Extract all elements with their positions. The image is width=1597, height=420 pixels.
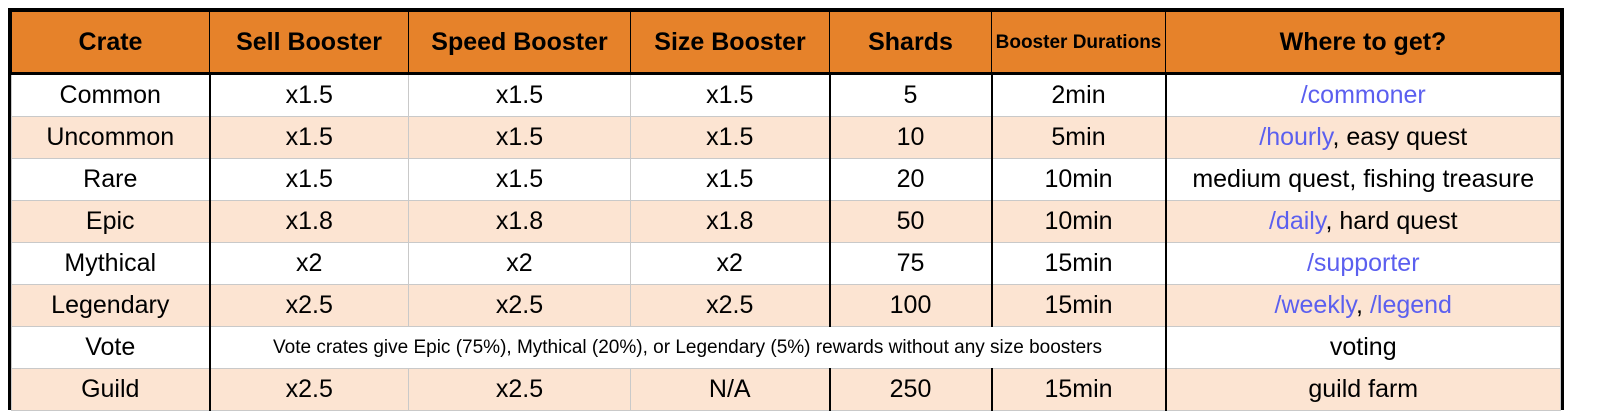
vote-note-cell: Vote crates give Epic (75%), Mythical (2…	[209, 326, 1167, 369]
where-to-get-cell: /daily, hard quest	[1165, 200, 1561, 243]
duration-cell: 2min	[991, 73, 1167, 117]
shards-cell: 100	[829, 284, 993, 327]
crate-name-cell: Common	[11, 73, 211, 117]
command-link[interactable]: /daily	[1268, 207, 1326, 235]
crate-name-cell: Mythical	[11, 242, 211, 285]
header-where-to-get: Where to get?	[1165, 11, 1561, 75]
where-to-get-cell: guild farm	[1165, 368, 1561, 411]
header-booster-durations: Booster Durations	[991, 11, 1166, 75]
sell-booster-cell: x2.5	[209, 284, 409, 327]
duration-cell: 5min	[991, 116, 1167, 159]
shards-cell: 250	[829, 368, 993, 411]
command-link[interactable]: /supporter	[1306, 249, 1420, 277]
table-row: Common x1.5 x1.5 x1.5 5 2min/commoner	[11, 73, 1561, 117]
crate-table: Crate Sell Booster Speed Booster Size Bo…	[11, 11, 1561, 411]
size-booster-cell: x1.8	[630, 200, 831, 243]
where-to-get-cell: medium quest, fishing treasure	[1165, 158, 1561, 201]
command-link[interactable]: /legend	[1369, 291, 1452, 319]
shards-cell: 5	[829, 73, 993, 117]
shards-cell: 20	[829, 158, 993, 201]
source-text: , easy quest	[1332, 123, 1468, 151]
table-row: Mythical x2 x2 x2 75 15min/supporter	[11, 242, 1561, 285]
command-link[interactable]: /weekly	[1274, 291, 1357, 319]
shards-cell: 10	[829, 116, 993, 159]
header-speed-booster: Speed Booster	[408, 11, 631, 75]
source-text: ,	[1356, 291, 1370, 319]
sell-booster-cell: x1.5	[209, 158, 409, 201]
header-size-booster: Size Booster	[630, 11, 830, 75]
shards-cell: 50	[829, 200, 993, 243]
header-row: Crate Sell Booster Speed Booster Size Bo…	[11, 11, 1561, 75]
duration-cell: 15min	[991, 284, 1167, 327]
speed-booster-cell: x2.5	[408, 284, 631, 327]
source-text: voting	[1329, 333, 1397, 361]
table-row: Vote Vote crates give Epic (75%), Mythica…	[11, 326, 1561, 369]
crate-name-cell: Guild	[11, 368, 211, 411]
speed-booster-cell: x2.5	[408, 368, 631, 411]
speed-booster-cell: x2	[408, 242, 631, 285]
table-row: Epic x1.8 x1.8 x1.8 50 10min/daily, hard ques…	[11, 200, 1561, 243]
command-link[interactable]: /hourly	[1259, 123, 1333, 151]
table-row: Uncommon x1.5 x1.5 x1.5 10 5min/hourly, easy …	[11, 116, 1561, 159]
table-row: Legendary x2.5 x2.5 x2.5 100 15min/weekly, /l…	[11, 284, 1561, 327]
crate-name-cell: Legendary	[11, 284, 211, 327]
speed-booster-cell: x1.5	[408, 116, 631, 159]
source-text: , hard quest	[1325, 207, 1458, 235]
where-to-get-cell: /supporter	[1165, 242, 1561, 285]
duration-cell: 15min	[991, 242, 1167, 285]
crate-name-cell: Epic	[11, 200, 211, 243]
speed-booster-cell: x1.5	[408, 73, 631, 117]
shards-cell: 75	[829, 242, 993, 285]
table-body: Common x1.5 x1.5 x1.5 5 2min/commoner Uncommon…	[11, 73, 1561, 411]
speed-booster-cell: x1.8	[408, 200, 631, 243]
sell-booster-cell: x2.5	[209, 368, 409, 411]
size-booster-cell: x2	[630, 242, 831, 285]
size-booster-cell: N/A	[630, 368, 831, 411]
where-to-get-cell: /commoner	[1165, 73, 1561, 117]
size-booster-cell: x1.5	[630, 73, 831, 117]
header-crate: Crate	[11, 11, 210, 75]
header-shards: Shards	[829, 11, 992, 75]
crate-name-cell: Rare	[11, 158, 211, 201]
source-text: guild farm	[1308, 375, 1419, 403]
speed-booster-cell: x1.5	[408, 158, 631, 201]
sell-booster-cell: x1.5	[209, 73, 409, 117]
where-to-get-cell: voting	[1165, 326, 1561, 369]
source-text: medium quest, fishing treasure	[1192, 165, 1535, 193]
duration-cell: 15min	[991, 368, 1167, 411]
duration-cell: 10min	[991, 158, 1167, 201]
command-link[interactable]: /commoner	[1300, 81, 1426, 109]
crate-name-cell: Vote	[11, 326, 211, 369]
sell-booster-cell: x2	[209, 242, 409, 285]
table-row: Guild x2.5 x2.5 N/A 250 15min guild farm	[11, 368, 1561, 411]
header-sell-booster: Sell Booster	[209, 11, 409, 75]
size-booster-cell: x1.5	[630, 158, 831, 201]
sell-booster-cell: x1.5	[209, 116, 409, 159]
crate-table-frame: Crate Sell Booster Speed Booster Size Bo…	[8, 8, 1564, 411]
where-to-get-cell: /hourly, easy quest	[1165, 116, 1561, 159]
crate-name-cell: Uncommon	[11, 116, 211, 159]
sell-booster-cell: x1.8	[209, 200, 409, 243]
size-booster-cell: x1.5	[630, 116, 831, 159]
duration-cell: 10min	[991, 200, 1167, 243]
where-to-get-cell: /weekly, /legend	[1165, 284, 1561, 327]
size-booster-cell: x2.5	[630, 284, 831, 327]
table-row: Rare x1.5 x1.5 x1.5 20 10min medium quest, fis…	[11, 158, 1561, 201]
